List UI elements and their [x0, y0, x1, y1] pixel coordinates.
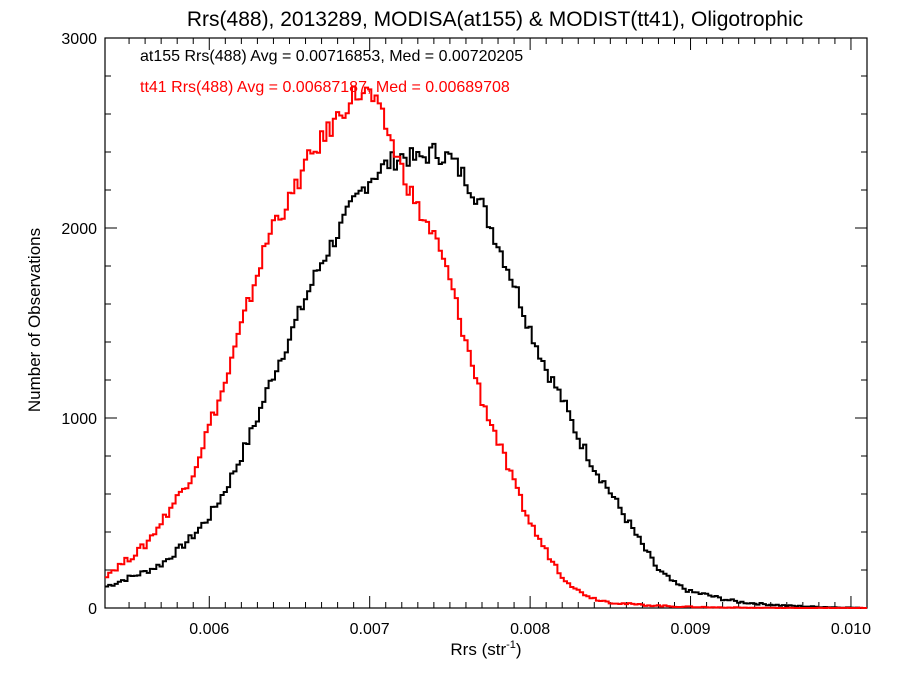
x-tick-label: 0.007 [350, 621, 390, 638]
annotation-tt41: tt41 Rrs(488) Avg = 0.00687187, Med = 0.… [140, 79, 510, 96]
annotation-at155: at155 Rrs(488) Avg = 0.00716853, Med = 0… [140, 48, 523, 65]
chart-title: Rrs(488), 2013289, MODISA(at155) & MODIS… [187, 8, 803, 31]
y-tick-label: 2000 [61, 221, 97, 238]
y-tick-label: 0 [88, 601, 97, 618]
series-line [105, 142, 867, 609]
x-tick-label: 0.008 [510, 621, 550, 638]
y-axis-label: Number of Observations [25, 228, 44, 412]
y-tick-label: 1000 [61, 411, 97, 428]
x-axis-label: Rrs (str-1) [450, 639, 521, 659]
axis-tick-labels: 0.006 0.007 0.008 0.009 0.010 0 1000 2000 3000 [61, 31, 871, 638]
series-line [105, 85, 867, 609]
x-tick-label: 0.009 [671, 621, 711, 638]
axis-ticks [105, 37, 868, 609]
series-lines [105, 85, 867, 609]
plot-frame [104, 37, 868, 609]
x-tick-label: 0.006 [189, 621, 229, 638]
x-tick-label: 0.010 [831, 621, 871, 638]
y-tick-label: 3000 [61, 31, 97, 48]
